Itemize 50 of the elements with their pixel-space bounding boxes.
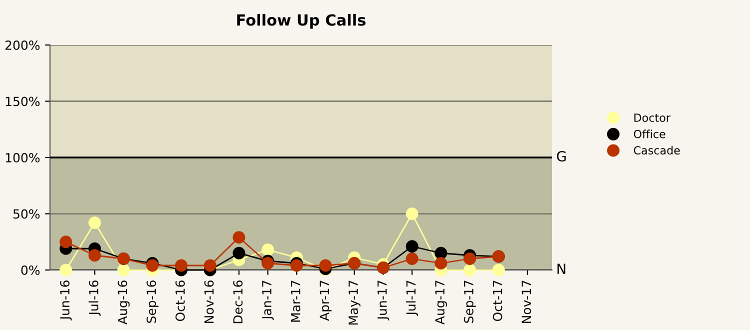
point (434, 246, 448, 260)
x-tick-label: Jul-17 (406, 280, 418, 316)
point (232, 231, 246, 244)
y-tick-label: 150% (6, 96, 40, 106)
y-tick-label: 50% (13, 209, 40, 219)
ref-line-label: N (558, 264, 566, 274)
x-tick-label: Apr-17 (320, 280, 332, 321)
point (146, 259, 159, 272)
point (88, 249, 101, 262)
point (464, 252, 476, 265)
y-tick-label: 200% (5, 40, 40, 50)
legend-label: Office (634, 130, 666, 138)
point (406, 208, 418, 220)
x-tick-label: Oct-17 (492, 280, 502, 322)
point (60, 264, 72, 276)
x-tick-label: Sep-17 (464, 280, 476, 323)
point (262, 244, 274, 256)
x-tick-label: Aug-16 (118, 280, 130, 324)
point (204, 259, 216, 272)
x-tick-label: Jun-16 (60, 280, 72, 320)
point (262, 257, 274, 270)
x-tick-label: Jan-17 (262, 280, 274, 320)
ref-line-label: G (556, 151, 566, 162)
x-tick-label: Nov-16 (204, 280, 214, 323)
point (406, 240, 418, 253)
point (464, 264, 476, 276)
point (60, 236, 72, 248)
x-tick-label: Nov-17 (522, 280, 532, 323)
point (117, 264, 130, 276)
x-tick-label: Dec-16 (233, 280, 243, 324)
point (492, 264, 505, 276)
x-tick-label: Jun-17 (378, 280, 390, 320)
point (290, 259, 303, 272)
point (88, 216, 101, 229)
point (319, 259, 332, 272)
x-tick-label: Aug-17 (435, 280, 447, 324)
point (406, 252, 418, 265)
point (232, 246, 246, 260)
point (175, 259, 188, 272)
legend-label: Cascade (634, 146, 680, 155)
x-tick-label: Oct-16 (175, 280, 185, 322)
x-tick-label: Jul-16 (88, 280, 101, 316)
x-tick-label: Mar-17 (291, 280, 300, 322)
legend-label: Doctor (634, 114, 670, 122)
y-tick-label: 100% (6, 152, 40, 162)
x-tick-label: May-17 (348, 280, 360, 325)
chart-title: Follow Up Calls (237, 14, 366, 29)
x-tick-label: Sep-16 (146, 280, 158, 323)
point (434, 257, 448, 270)
y-tick-label: 0% (21, 265, 40, 275)
